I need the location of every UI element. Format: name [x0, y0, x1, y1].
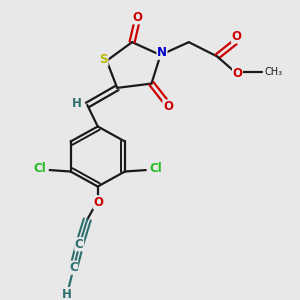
- Text: C: C: [75, 238, 84, 251]
- Text: H: H: [62, 288, 72, 300]
- Text: O: O: [232, 30, 242, 43]
- Text: N: N: [157, 46, 167, 59]
- Text: Cl: Cl: [34, 162, 46, 175]
- Text: O: O: [132, 11, 142, 24]
- Text: O: O: [93, 196, 103, 209]
- Text: Cl: Cl: [149, 162, 162, 175]
- Text: H: H: [72, 97, 82, 110]
- Text: CH₃: CH₃: [264, 67, 283, 77]
- Text: C: C: [69, 261, 78, 274]
- Text: O: O: [232, 67, 242, 80]
- Text: O: O: [163, 100, 173, 113]
- Text: S: S: [100, 53, 108, 66]
